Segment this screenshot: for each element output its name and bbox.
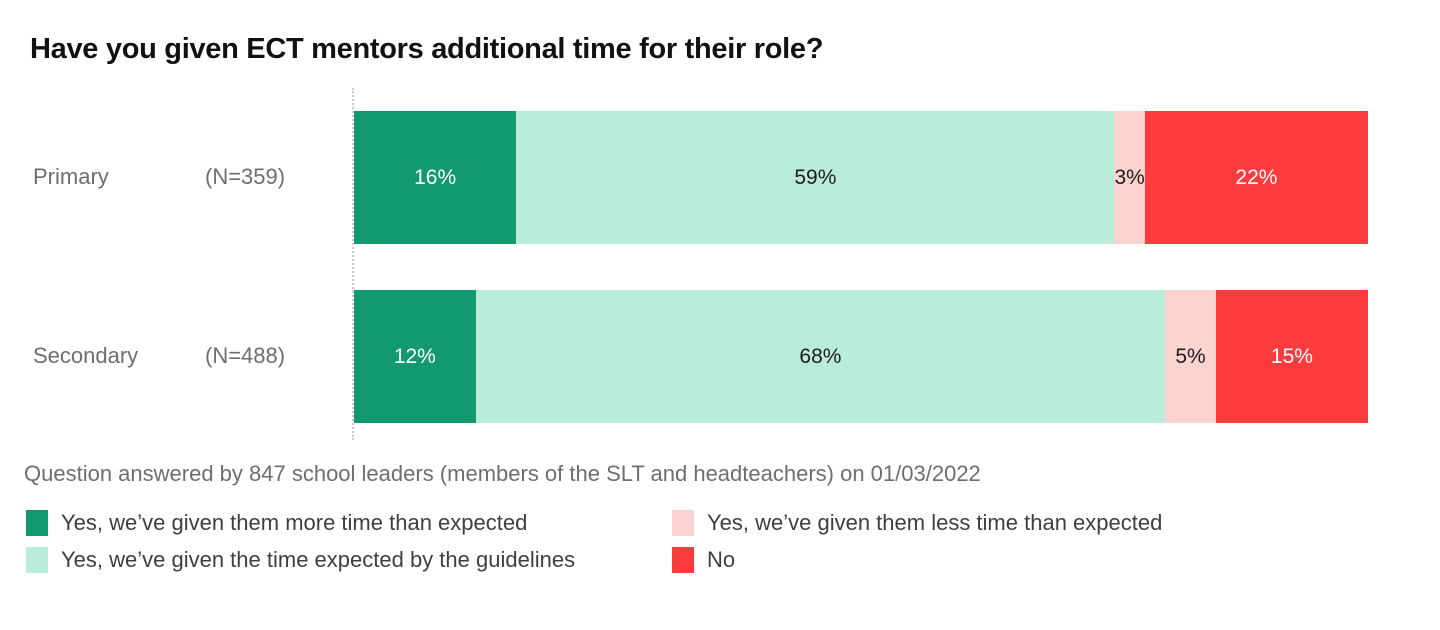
legend-label: Yes, we’ve given the time expected by th…	[61, 547, 576, 572]
bar-segment-primary-less-time: 3%	[1114, 111, 1145, 244]
bar-value-label: 22%	[1235, 165, 1278, 189]
legend-item-no: No	[672, 547, 1162, 573]
bar-value-label: 59%	[794, 165, 837, 189]
bar-value-label: 16%	[414, 165, 457, 189]
axis-baseline	[352, 88, 354, 440]
bar-segment-secondary-no: 15%	[1215, 290, 1368, 423]
bar-segment-primary-more-time: 16%	[354, 111, 517, 244]
bar-value-label: 3%	[1114, 165, 1145, 189]
legend-column-right: Yes, we’ve given them less time than exp…	[672, 510, 1162, 573]
bar-secondary: 12% 68% 5% 15%	[354, 290, 1368, 423]
legend-swatch-light-green	[26, 547, 48, 573]
legend-swatch-red	[672, 547, 694, 573]
footnote: Question answered by 847 school leaders …	[24, 461, 981, 486]
bar-segment-secondary-expected-time: 68%	[475, 290, 1166, 423]
bar-value-label: 5%	[1175, 344, 1206, 368]
bar-segment-secondary-more-time: 12%	[354, 290, 476, 423]
bar-primary: 16% 59% 3% 22%	[354, 111, 1368, 244]
bar-value-label: 68%	[799, 344, 842, 368]
bar-segment-primary-no: 22%	[1144, 111, 1368, 244]
legend-label: Yes, we’ve given them less time than exp…	[707, 510, 1163, 535]
bar-value-label: 12%	[393, 344, 436, 368]
chart-title: Have you given ECT mentors additional ti…	[30, 33, 824, 65]
bar-segment-primary-expected-time: 59%	[516, 111, 1115, 244]
sample-size-primary: (N=359)	[205, 164, 286, 189]
legend-swatch-pink	[672, 510, 694, 536]
sample-size-secondary: (N=488)	[205, 343, 286, 368]
legend-label: Yes, we’ve given them more time than exp…	[61, 510, 528, 535]
legend-item-more-time: Yes, we’ve given them more time than exp…	[26, 510, 575, 536]
legend-column-left: Yes, we’ve given them more time than exp…	[26, 510, 575, 573]
legend-swatch-dark-green	[26, 510, 48, 536]
bar-value-label: 15%	[1270, 344, 1313, 368]
bar-segment-secondary-less-time: 5%	[1165, 290, 1216, 423]
legend-item-less-time: Yes, we’ve given them less time than exp…	[672, 510, 1162, 536]
legend-item-expected-time: Yes, we’ve given the time expected by th…	[26, 547, 575, 573]
legend-label: No	[707, 547, 736, 572]
category-label-primary: Primary	[33, 164, 109, 189]
category-label-secondary: Secondary	[33, 343, 139, 368]
